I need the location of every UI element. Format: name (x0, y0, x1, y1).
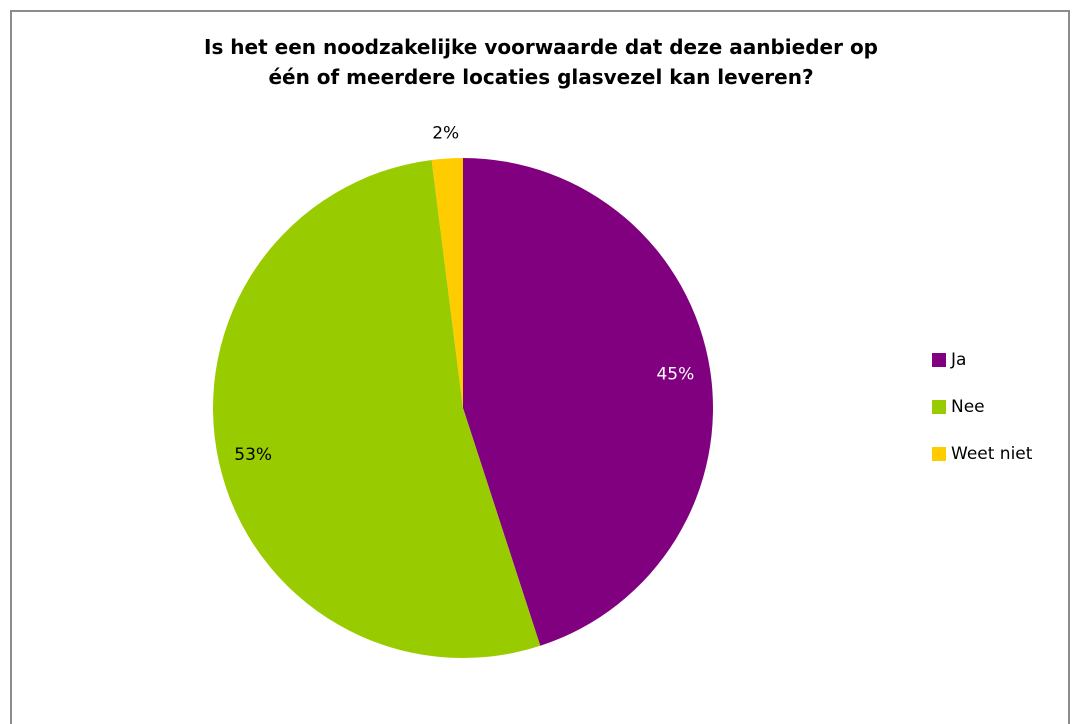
legend-label-ja: Ja (951, 350, 967, 370)
legend-label-nee: Nee (951, 397, 985, 417)
pie-label-nee: 53% (234, 445, 272, 465)
legend-label-weet-niet: Weet niet (951, 444, 1033, 464)
legend-item-nee: Nee (932, 395, 1032, 419)
pie-slice-ja (463, 158, 713, 646)
pie-label-weet-niet: 2% (432, 124, 459, 144)
legend-swatch-ja (932, 353, 946, 367)
legend-swatch-nee (932, 400, 946, 414)
pie-slice-weet-niet (431, 158, 463, 408)
pie-label-ja: 45% (656, 364, 694, 384)
chart-title: Is het een noodzakelijke voorwaarde dat … (0, 32, 1082, 92)
chart-legend: Ja Nee Weet niet (932, 348, 1032, 489)
legend-swatch-weet-niet (932, 447, 946, 461)
pie-slice-nee (212, 159, 541, 659)
chart-title-line-2: één of meerdere locaties glasvezel kan l… (268, 65, 814, 89)
legend-item-ja: Ja (932, 348, 1032, 372)
legend-item-weet-niet: Weet niet (932, 442, 1032, 466)
chart-title-line-1: Is het een noodzakelijke voorwaarde dat … (204, 35, 878, 59)
